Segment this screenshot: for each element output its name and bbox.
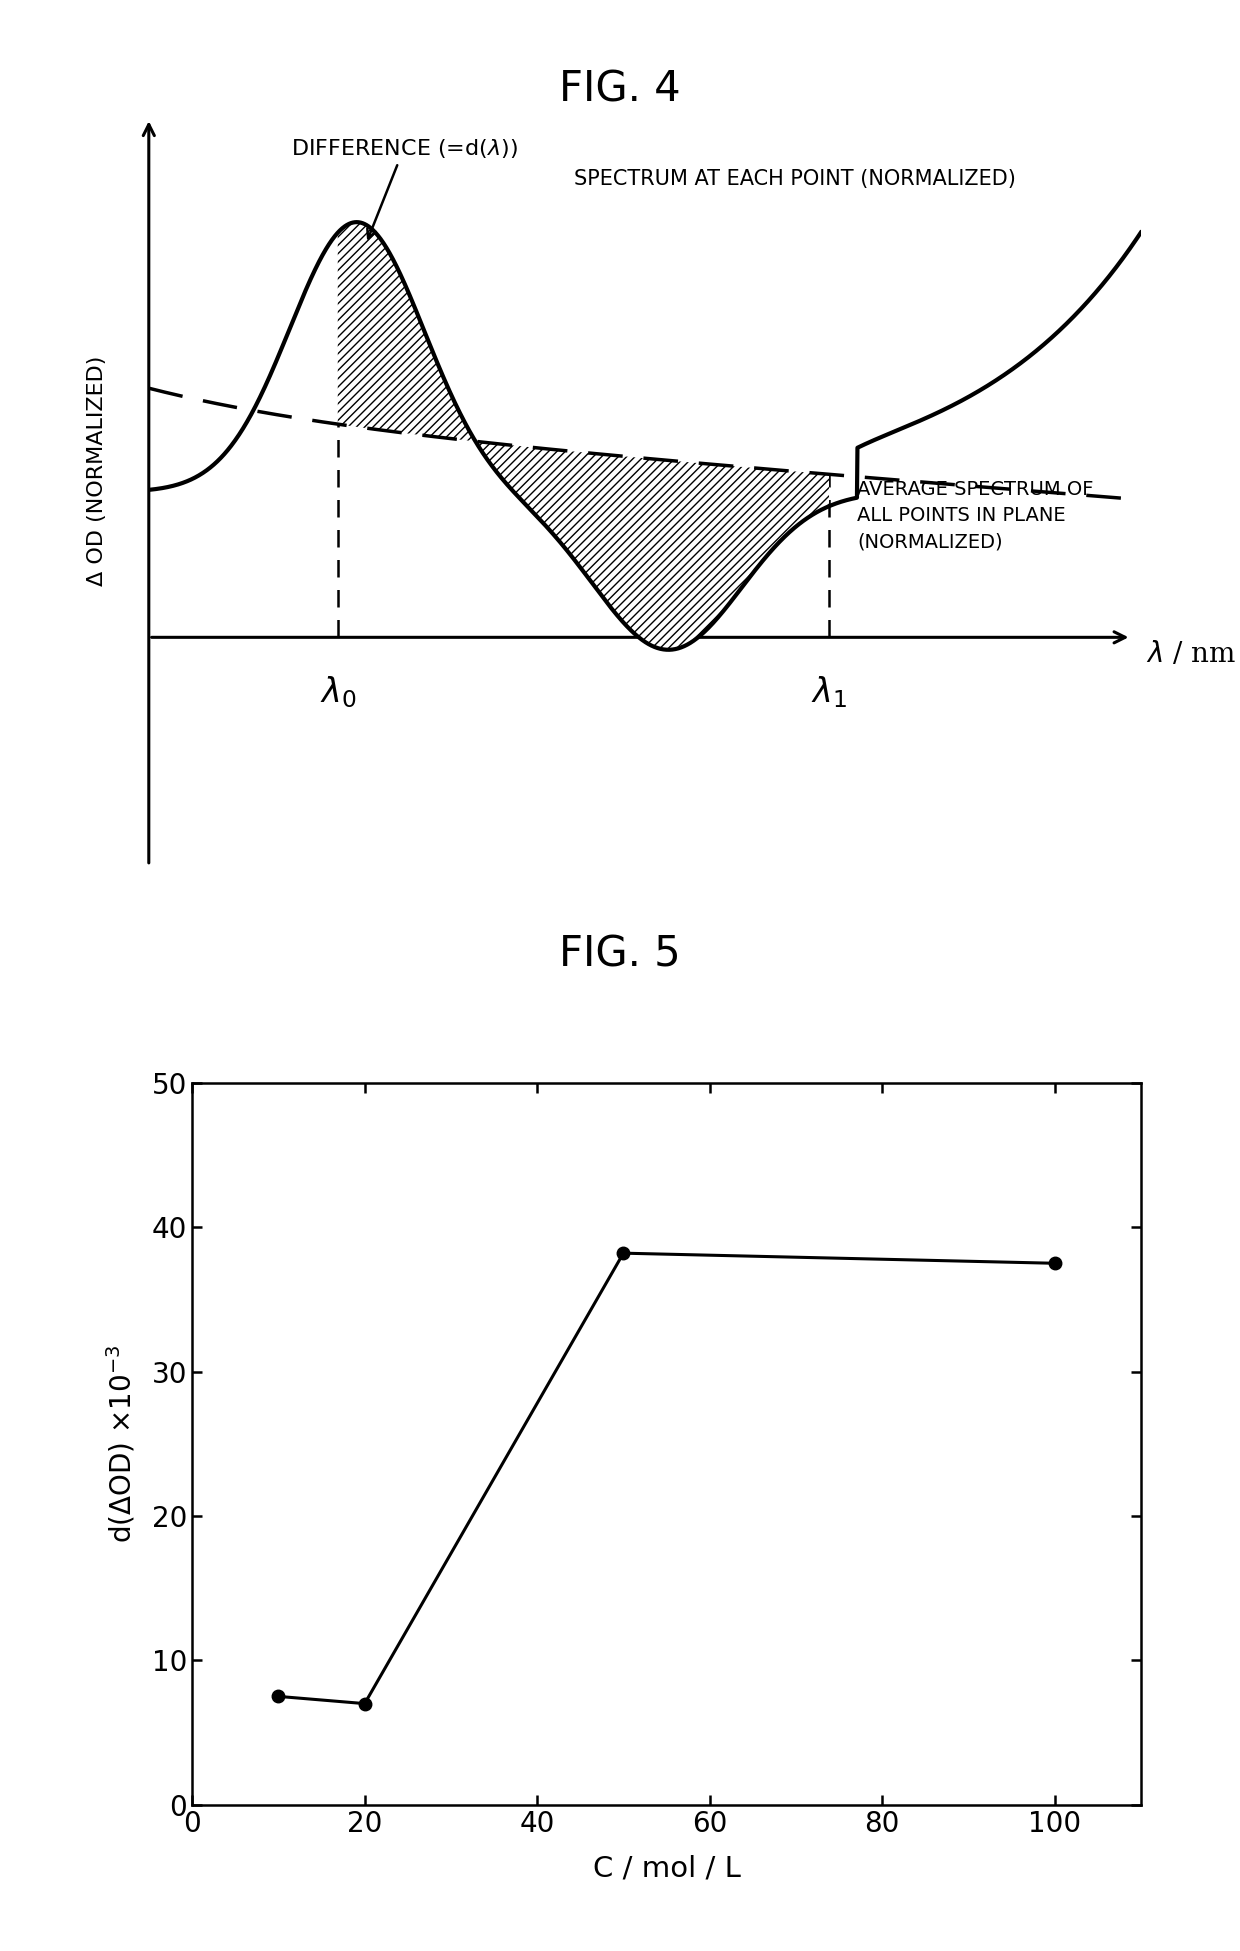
Text: $\lambda$ / nm: $\lambda$ / nm [1146,640,1235,667]
Y-axis label: d($\Delta$OD) $\times$10$^{-3}$: d($\Delta$OD) $\times$10$^{-3}$ [105,1344,138,1543]
Text: Δ OD (NORMALIZED): Δ OD (NORMALIZED) [87,355,107,587]
X-axis label: C / mol / L: C / mol / L [593,1853,740,1883]
Text: FIG. 5: FIG. 5 [559,933,681,976]
Text: FIG. 4: FIG. 4 [559,68,681,111]
Text: $\lambda_1$: $\lambda_1$ [811,675,847,710]
Text: DIFFERENCE (=d($\lambda$)): DIFFERENCE (=d($\lambda$)) [290,137,517,238]
Text: SPECTRUM AT EACH POINT (NORMALIZED): SPECTRUM AT EACH POINT (NORMALIZED) [574,170,1016,189]
Text: $\lambda_0$: $\lambda_0$ [320,675,356,710]
Text: AVERAGE SPECTRUM OF
ALL POINTS IN PLANE
(NORMALIZED): AVERAGE SPECTRUM OF ALL POINTS IN PLANE … [857,480,1094,552]
